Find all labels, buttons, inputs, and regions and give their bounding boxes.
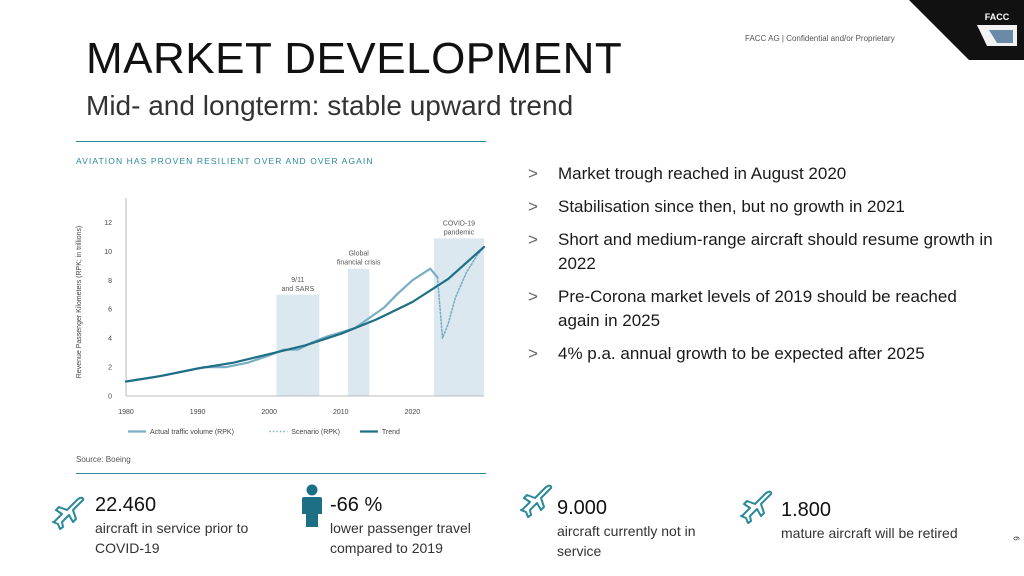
y-tick-label: 2 [108, 365, 112, 372]
divider-bottom [76, 473, 486, 474]
bullet-item: > Pre-Corona market levels of 2019 should… [528, 287, 957, 330]
band-label: 9/11 [291, 277, 304, 284]
chart-labels: 9/11 and SARS Global financial crisis COVID-… [76, 220, 475, 416]
band-label: COVID-19 [443, 220, 475, 227]
page-subtitle: Mid- and longterm: stable upward trend [86, 90, 574, 121]
chart-source: Source: Boeing [76, 455, 131, 464]
stat-desc-passenger-travel: lower passenger travel compared to 2019 [330, 520, 471, 556]
rpk-line-chart: 9/11 and SARS Global financial crisis COVID-… [76, 198, 486, 436]
person-icon [302, 484, 322, 527]
y-axis-label: Revenue Passenger Kilometers (RPK; in tr… [76, 226, 83, 379]
y-tick-label: 8 [108, 278, 112, 285]
bullet-item: > Market trough reached in August 2020 [528, 164, 847, 183]
y-tick-label: 10 [104, 249, 112, 256]
y-tick-label: 12 [104, 220, 112, 227]
y-tick-label: 6 [108, 307, 112, 314]
event-band [433, 238, 484, 396]
band-label: Global [349, 251, 370, 258]
chart-legend: Actual traffic volume (RPK) Scenario (RPK… [128, 429, 400, 436]
band-label: and SARS [281, 286, 314, 293]
series-line-solid-dark [124, 245, 486, 383]
x-tick-label: 2000 [261, 409, 277, 416]
band-label: financial crisis [337, 260, 381, 267]
legend-label: Scenario (RPK) [291, 429, 340, 436]
logo-text: FACC [985, 12, 1010, 22]
chart-series [124, 245, 486, 383]
stat-value-aircraft-in-service: 22.460 [95, 494, 157, 516]
x-tick-label: 2010 [333, 409, 349, 416]
stat-desc-retired: mature aircraft will be retired [781, 525, 958, 541]
key-points-list: > Market trough reached in August 2020 > S… [528, 162, 998, 375]
confidential-note: FACC AG | Confidential and/or Proprietar… [745, 34, 895, 43]
chart-axes [125, 198, 484, 397]
series-line-dotted [436, 246, 485, 339]
stat-value-retired: 1.800 [781, 499, 832, 521]
band-label: pandemic [444, 229, 475, 236]
x-tick-label: 1990 [190, 409, 206, 416]
chart-title: AVIATION HAS PROVEN RESILIENT OVER AND O… [76, 156, 374, 166]
page-title: MARKET DEVELOPMENT [86, 34, 623, 83]
stat-desc-not-in-service: aircraft currently not in service [557, 523, 696, 559]
facc-logo: FACC [909, 0, 1024, 60]
legend-label: Trend [382, 429, 400, 436]
airplane-icon [520, 484, 553, 518]
event-band [347, 268, 370, 396]
divider-top [76, 141, 486, 142]
x-tick-label: 1980 [118, 409, 134, 416]
y-tick-label: 0 [108, 394, 112, 401]
stat-value-passenger-travel: -66 % [330, 494, 383, 516]
bullet-item: > Short and medium-range aircraft should … [528, 230, 993, 273]
legend-label: Actual traffic volume (RPK) [150, 429, 234, 436]
airplane-icon [52, 496, 85, 530]
x-tick-label: 2020 [405, 409, 421, 416]
stat-value-not-in-service: 9.000 [557, 497, 608, 519]
event-band [276, 294, 320, 396]
stat-desc-aircraft-in-service: aircraft in service prior to COVID-19 [95, 520, 249, 556]
airplane-icon [740, 490, 773, 524]
bullet-item: > Stabilisation since then, but no growth… [528, 197, 905, 216]
bullet-item: >4% p.a. annual growth to be expected af… [528, 344, 925, 363]
event-bands [276, 238, 484, 396]
y-tick-label: 4 [108, 336, 112, 343]
page-number: 6 [1011, 536, 1021, 541]
